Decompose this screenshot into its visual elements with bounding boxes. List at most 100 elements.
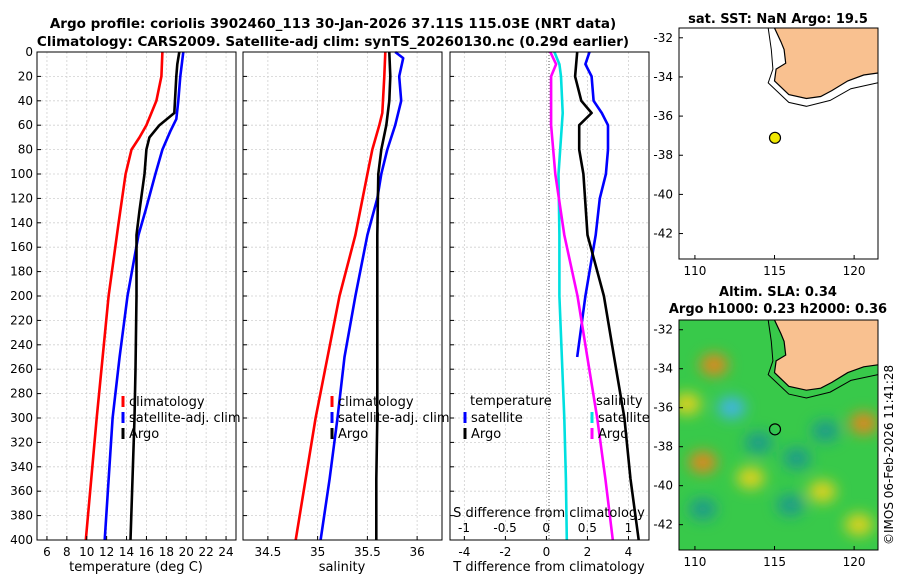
coastline [773, 320, 878, 391]
map-x-tick-label: 115 [763, 264, 786, 278]
y-tick-label: 180 [10, 265, 33, 279]
x2-tick-label: 0.5 [578, 521, 597, 535]
map-y-tick-label: -32 [653, 31, 673, 45]
salinity-diff-legend: salinity satellite Argo [590, 394, 650, 442]
x-tick-label: 35 [310, 545, 325, 559]
sst-map-title: sat. SST: NaN Argo: 19.5 [688, 12, 868, 27]
map-x-tick-label: 110 [683, 264, 706, 278]
legend-climatology-label: climatology [129, 395, 205, 410]
sla-anomaly-blob [844, 513, 873, 536]
x-tick-label: 24 [218, 545, 233, 559]
salinity-grid [243, 51, 442, 541]
y-tick-label: 40 [18, 94, 33, 108]
map-y-tick-label: -38 [653, 440, 673, 454]
sst-map-panel: 110 115 120 -42 -40 -38 -36 -34 -32 sat. SST: Na… [653, 12, 879, 278]
y-tick-label: 140 [10, 216, 33, 230]
sla-map-title-2: Argo h1000: 0.23 h2000: 0.36 [669, 302, 887, 317]
sla-map-points [768, 423, 782, 436]
salinity-axes-box [242, 51, 443, 541]
x-tick-label: 10 [79, 545, 94, 559]
sla-anomaly-blob [776, 494, 805, 517]
map-y-tick-label: -40 [653, 479, 673, 493]
y-tick-label: 360 [10, 484, 33, 498]
sla-map-title-1: Altim. SLA: 0.34 [719, 285, 837, 300]
y-tick-label: 380 [10, 509, 33, 523]
temperature-xlabel: temperature (deg C) [69, 560, 203, 575]
salinity-legend: climatology satellite-adj. clim Argo [330, 395, 450, 442]
y-tick-label: 200 [10, 289, 33, 303]
sla-anomaly-blob [717, 396, 746, 419]
temperature-legend: climatology satellite-adj. clim Argo [121, 395, 241, 442]
shelf-contour [767, 320, 878, 399]
x-tick-label: 8 [63, 545, 71, 559]
legend-sal-satellite-label: satellite [598, 411, 650, 426]
difference-panel: -4 -2 0 2 4 -1 -0.5 0 0.5 1 T difference from cli… [449, 51, 650, 575]
sla-map-ticks: 110 115 120 -42 -40 -38 -36 -34 -32 [653, 323, 865, 569]
map-y-tick-label: -40 [653, 187, 673, 201]
temperature-ticks: 0 20 40 60 80 100 120 140 160 180 200 220 240 260 280 3… [10, 45, 234, 559]
x-tick-label: 34.5 [255, 545, 282, 559]
series-temperature-argo [573, 51, 640, 541]
x-tick-label: 14 [119, 545, 134, 559]
y-tick-label: 60 [18, 118, 33, 132]
series-salinity-argo [549, 51, 615, 541]
map-y-tick-label: -42 [653, 227, 673, 241]
y-tick-label: 340 [10, 460, 33, 474]
series-temperature-satellite [575, 51, 610, 358]
map-x-tick-label: 120 [843, 264, 866, 278]
map-x-tick-label: 110 [683, 555, 706, 569]
sla-map-frame [678, 319, 879, 551]
y-tick-label: 400 [10, 533, 33, 547]
map-x-tick-label: 120 [843, 555, 866, 569]
temperature-lines [84, 51, 185, 541]
x-tick-label: 36 [409, 545, 424, 559]
legend-temp-argo-label: Argo [471, 427, 501, 442]
legend-climatology-label: climatology [338, 395, 414, 410]
sla-anomaly-blob [700, 353, 729, 376]
y-tick-label: 220 [10, 313, 33, 327]
timestamp: ©IMOS 06-Feb-2026 11:41:28 [882, 365, 896, 545]
series-argo [374, 51, 392, 540]
sla-anomaly-blob [736, 466, 765, 489]
x-tick-label: 6 [43, 545, 51, 559]
x-tick-label: 12 [99, 545, 114, 559]
map-y-tick-label: -36 [653, 109, 673, 123]
difference-x2label: S difference from climatology [453, 506, 645, 521]
y-tick-label: 320 [10, 435, 33, 449]
land-area [774, 28, 878, 99]
map-y-tick-label: -38 [653, 148, 673, 162]
salinity-ticks: 34.5 35 35.5 36 [243, 51, 425, 559]
legend-satellite-label: satellite-adj. clim [338, 411, 450, 426]
x-tick-label: 20 [179, 545, 194, 559]
sla-anomaly-blob [849, 412, 878, 435]
y-tick-label: 280 [10, 387, 33, 401]
y-tick-label: 260 [10, 362, 33, 376]
series-salinity-satellite [553, 51, 569, 541]
y-tick-label: 100 [10, 167, 33, 181]
difference-ticks: -4 -2 0 2 4 -1 -0.5 0 0.5 1 [450, 51, 633, 559]
map-y-tick-label: -34 [653, 70, 673, 84]
x2-tick-label: -1 [458, 521, 470, 535]
x-tick-label: 4 [625, 545, 633, 559]
argo-location-marker [768, 423, 782, 436]
x-tick-label: 35.5 [354, 545, 381, 559]
y-tick-label: 240 [10, 338, 33, 352]
temperature-panel: 0 20 40 60 80 100 120 140 160 180 200 220 240 260 280 3… [10, 45, 241, 575]
legend-temperature-heading: temperature [470, 394, 552, 409]
legend-argo-label: Argo [129, 427, 159, 442]
argo-location-marker [768, 131, 782, 144]
temperature-axes-box [36, 51, 237, 541]
legend-temp-satellite-label: satellite [471, 411, 523, 426]
map-y-tick-label: -34 [653, 362, 673, 376]
sla-map-panel: 110 115 120 -42 -40 -38 -36 -34 -32 Altim. SLA: … [653, 285, 887, 569]
x-tick-label: 18 [159, 545, 174, 559]
difference-lines [549, 51, 640, 541]
sla-anomaly-blob [782, 447, 811, 470]
x-tick-label: 22 [199, 545, 214, 559]
sla-map-land [767, 320, 878, 399]
x-tick-label: 0 [543, 545, 551, 559]
sla-anomaly-blob [679, 392, 701, 415]
y-tick-label: 0 [25, 45, 33, 59]
series-argo [129, 51, 181, 541]
